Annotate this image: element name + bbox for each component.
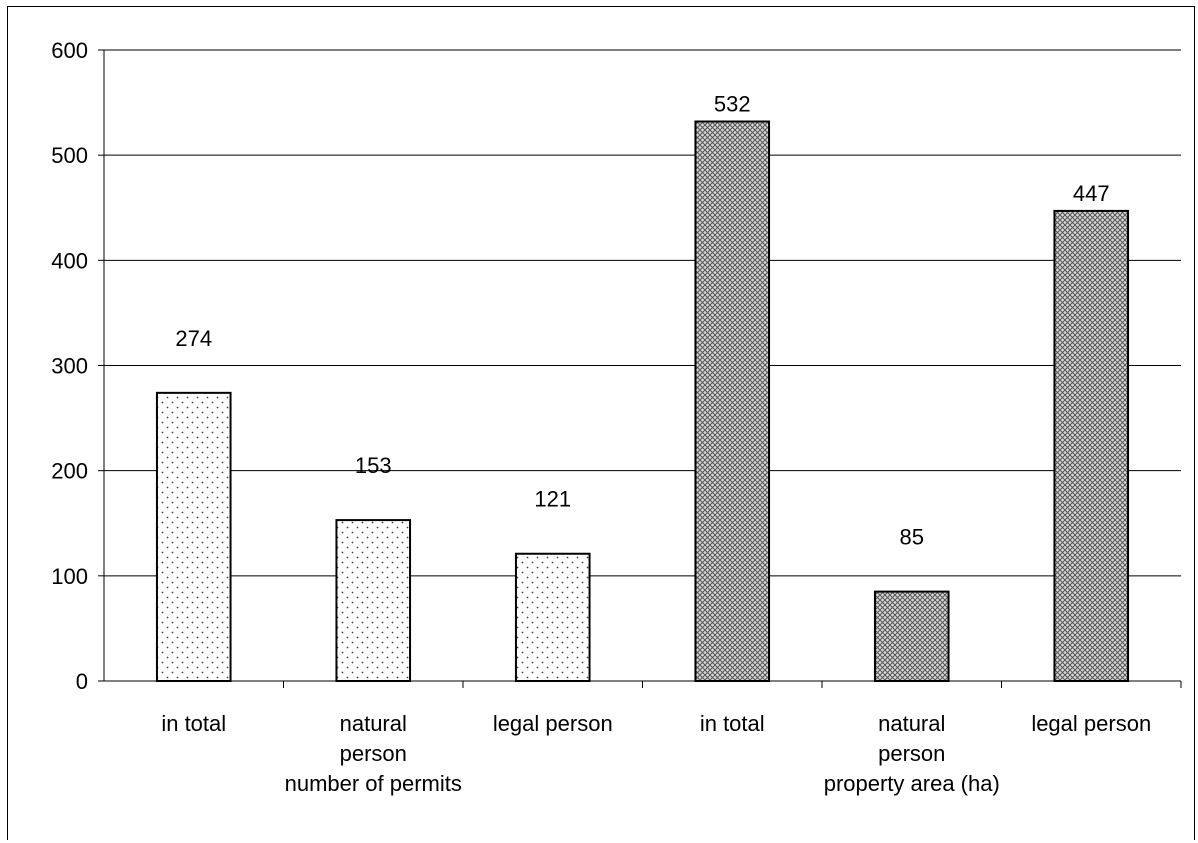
data-label: 121 [534, 487, 571, 512]
bar [873, 590, 950, 683]
x-group-label: property area (ha) [824, 771, 1000, 796]
x-category-label: natural [340, 711, 407, 736]
bar [694, 120, 771, 683]
bar [1053, 209, 1130, 682]
y-tick-label: 200 [51, 459, 88, 484]
bars [155, 120, 1130, 683]
x-category-label: in total [700, 711, 765, 736]
axes [98, 49, 1182, 688]
data-label: 153 [355, 453, 392, 478]
x-category-label: legal person [493, 711, 613, 736]
x-group-label: number of permits [285, 771, 462, 796]
bar [514, 552, 591, 683]
x-category-label: natural [878, 711, 945, 736]
x-category-label: person [878, 741, 945, 766]
data-label: 274 [175, 326, 212, 351]
x-category-label: in total [161, 711, 226, 736]
data-label: 532 [714, 92, 751, 117]
x-category-label: legal person [1031, 711, 1151, 736]
y-tick-label: 300 [51, 354, 88, 379]
y-tick-label: 400 [51, 248, 88, 273]
data-label: 85 [900, 525, 924, 550]
data-label: 447 [1073, 181, 1110, 206]
y-tick-label: 600 [51, 38, 88, 63]
labels: 0 100 200 300 400 500 600 274 in total 153 natural… [51, 38, 1151, 796]
y-tick-label: 100 [51, 564, 88, 589]
y-tick-label: 0 [76, 669, 88, 694]
bar [155, 391, 232, 682]
gridlines [104, 49, 1181, 577]
y-tick-label: 500 [51, 143, 88, 168]
bar [335, 519, 412, 682]
x-category-label: person [340, 741, 407, 766]
